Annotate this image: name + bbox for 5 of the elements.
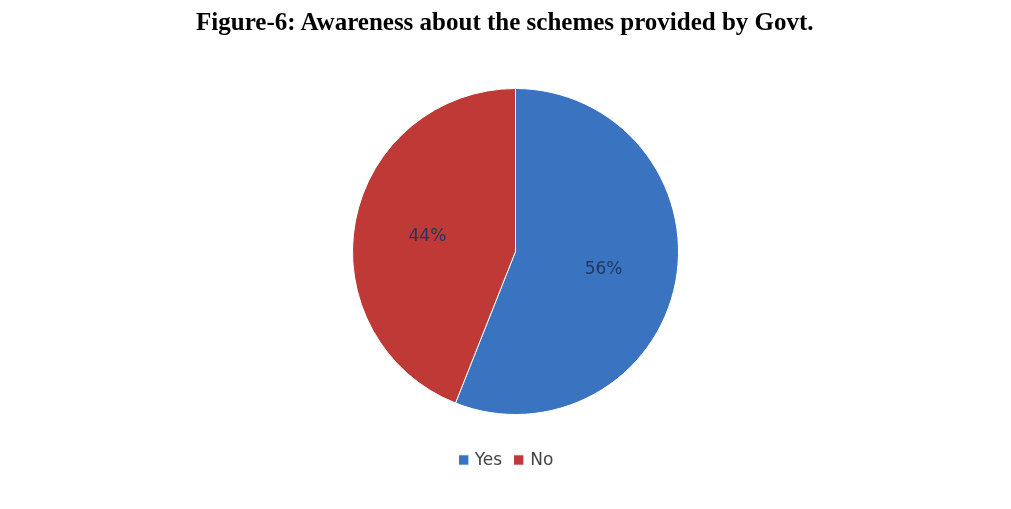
legend-label: No	[530, 449, 554, 469]
legend-label: Yes	[474, 449, 503, 469]
data-label: 56%	[584, 258, 623, 279]
chart-title: Figure-6: Awareness about the schemes provided by Govt.	[196, 7, 814, 35]
data-label: 44%	[408, 224, 447, 245]
